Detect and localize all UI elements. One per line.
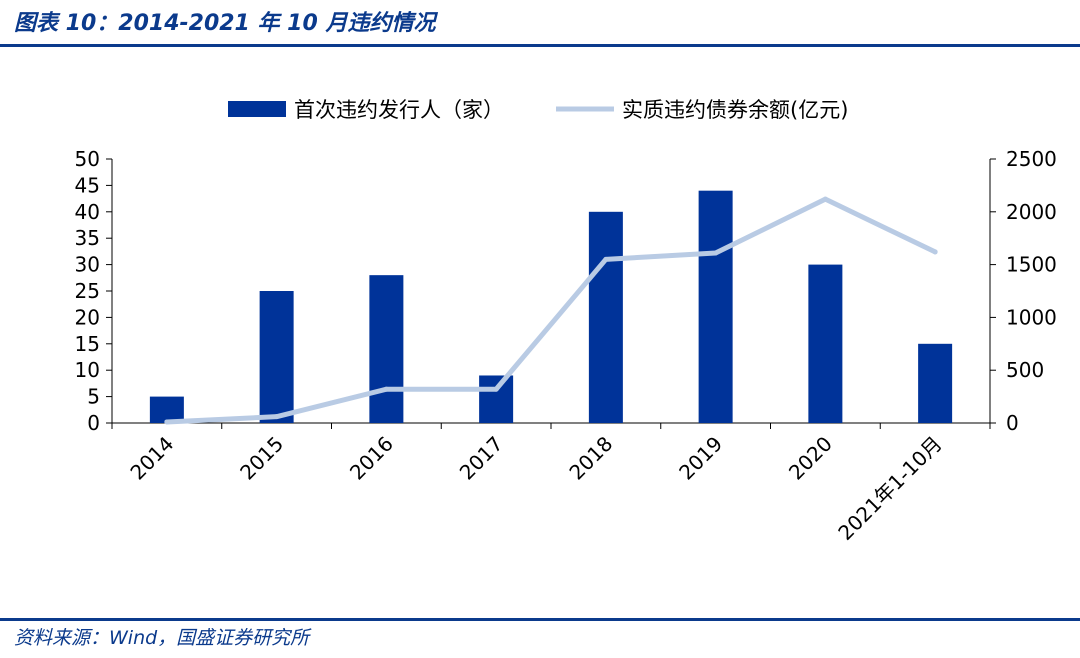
x-tick-label: 2021年1-10月 — [833, 432, 946, 545]
bar-series — [149, 190, 953, 423]
y-right-tick-label: 2000 — [1006, 200, 1057, 224]
line-point — [274, 414, 280, 420]
bar — [808, 264, 843, 423]
y-left-tick-label: 0 — [87, 411, 100, 435]
legend-label-bar: 首次违约发行人（家） — [294, 98, 504, 122]
x-tick-label: 2019 — [674, 432, 727, 485]
legend: 首次违约发行人（家） 实质违约债券余额(亿元) — [228, 98, 848, 122]
y-right-tick-label: 1000 — [1006, 305, 1057, 329]
line-point — [932, 249, 938, 255]
x-tick-label: 2014 — [125, 432, 178, 485]
legend-swatch-bar — [228, 101, 286, 117]
y-right-tick-label: 500 — [1006, 358, 1044, 382]
line-point — [493, 386, 499, 392]
y-left-tick-label: 10 — [75, 358, 100, 382]
y-left-tick-label: 15 — [75, 332, 100, 356]
chart-area: 首次违约发行人（家） 实质违约债券余额(亿元) 0510152025303540… — [75, 98, 1057, 545]
x-tick-label: 2020 — [784, 432, 837, 485]
line-series — [164, 196, 938, 425]
y-right-tick-label: 2500 — [1006, 147, 1057, 171]
legend-label-line: 实质违约债券余额(亿元) — [622, 98, 848, 122]
figure-title: 图表 10：2014-2021 年 10 月违约情况 — [14, 11, 436, 36]
source-note: 资料来源：Wind，国盛证券研究所 — [14, 627, 310, 649]
y-left-tick-label: 20 — [75, 305, 100, 329]
y-left-tick-label: 25 — [75, 279, 100, 303]
line-point — [822, 196, 828, 202]
bar — [918, 343, 953, 423]
bottom-rule — [0, 618, 1080, 621]
x-tick-label: 2016 — [345, 432, 398, 485]
y-left-tick-label: 45 — [75, 173, 100, 197]
y-left-tick-label: 30 — [75, 253, 100, 277]
line-point — [164, 419, 170, 425]
bar — [588, 211, 623, 423]
x-tick-label: 2018 — [564, 432, 617, 485]
y-right-tick-label: 0 — [1006, 411, 1019, 435]
y-left-tick-label: 50 — [75, 147, 100, 171]
bar — [479, 375, 514, 423]
top-rule — [0, 44, 1080, 47]
bar — [149, 396, 184, 423]
y-left-tick-label: 5 — [87, 385, 100, 409]
bar — [698, 190, 733, 423]
x-tick-label: 2017 — [455, 432, 508, 485]
y-left-tick-label: 35 — [75, 226, 100, 250]
line-point — [383, 386, 389, 392]
bar — [369, 275, 404, 423]
y-left-tick-label: 40 — [75, 200, 100, 224]
x-tick-label: 2015 — [235, 432, 288, 485]
series-line — [164, 196, 938, 425]
bar — [259, 291, 294, 423]
y-right-tick-label: 1500 — [1006, 253, 1057, 277]
line-point — [713, 250, 719, 256]
line-point — [603, 256, 609, 262]
